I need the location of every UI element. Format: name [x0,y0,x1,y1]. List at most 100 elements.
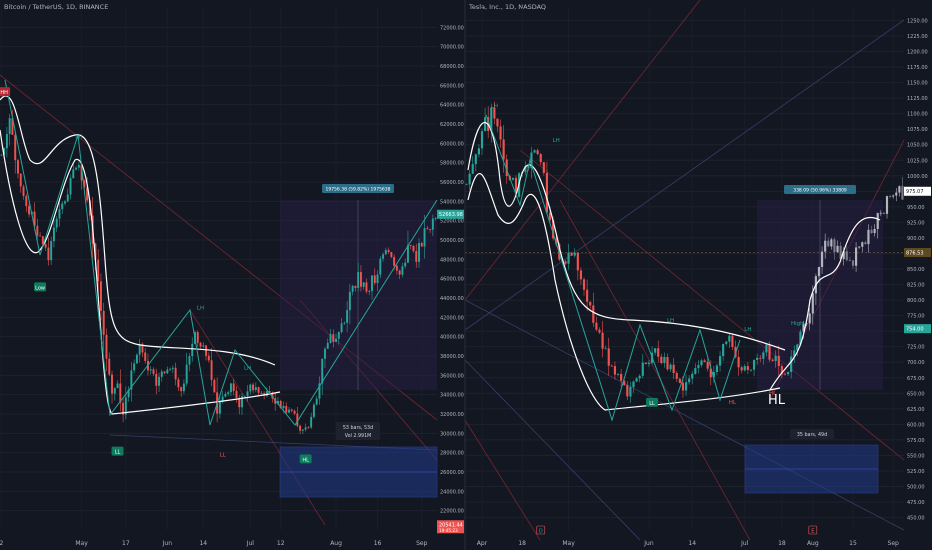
y-tick-label: 72000.00 [440,25,464,31]
candle [409,244,412,250]
candle-body [28,206,31,215]
candle-body [774,355,777,361]
candle [138,339,141,363]
candle-body [555,238,558,245]
candle-body [58,209,61,219]
candle-body [830,239,833,247]
candle [582,277,586,296]
candle-body [39,235,42,237]
x-tick-label: 17 [122,540,130,547]
pivot-badge-text: LL [115,450,121,456]
candle-body [616,373,620,375]
candle-body [817,266,821,277]
candle-body [601,332,604,349]
candle-body [180,387,183,392]
candle-body [52,227,55,242]
candle [530,147,533,179]
candle [728,332,731,348]
x-tick-label: 14 [199,540,207,547]
candle-body [827,240,830,247]
candle-body [254,387,257,391]
candle-body [756,357,759,360]
y-tick-label: 40000.00 [440,335,464,341]
candle [632,380,635,393]
candle [387,247,390,254]
y-tick-label: 50000.00 [440,238,464,244]
tsla-symbol-title: Tesla, Inc., 1D, NASDAQ [469,3,547,11]
x-tick-label: 18 [778,540,786,547]
candle-body [429,229,432,230]
candle-body [499,126,502,140]
x-tick-label: Aug [330,540,342,547]
y-tick-label: 56000.00 [440,180,464,186]
candle-body [152,369,155,374]
candle-body [282,405,285,409]
candle-body [404,262,407,267]
candle-body [188,356,191,365]
candle-body [133,363,136,371]
candle-body [598,329,601,333]
candle-body [706,362,709,369]
candle-body [86,187,89,201]
candle-body [882,212,885,214]
pivot-label: LH [197,306,204,312]
pivot-badge-text: Low [35,285,45,291]
candle [299,424,302,435]
candle [660,353,663,365]
candle [737,349,740,376]
candle [229,382,232,397]
candle [64,199,66,206]
y-tick-label: 550.00 [907,453,925,459]
candle-body [169,368,172,370]
candle [379,256,382,279]
candle-body [595,322,598,330]
candle-body [703,360,706,363]
y-tick-label: 66000.00 [440,83,464,89]
y-tick-label: 450.00 [907,516,925,522]
candle [641,354,644,379]
candle [573,248,576,258]
candle-body [542,162,545,173]
candle [576,252,579,281]
candle [171,365,174,374]
candle [845,245,848,262]
x-tick-label: Sep [416,540,428,547]
candle [246,385,249,402]
candle [395,264,398,275]
candle-body [260,392,263,394]
candle-body [573,252,576,256]
candle-body [288,409,290,413]
y-tick-label: 26000.00 [440,470,464,476]
candle [675,370,678,383]
candle-body [218,401,221,414]
candle [796,343,799,356]
candle [793,345,796,363]
candle-body [848,260,851,261]
pivot-badge-text: HL [302,457,309,463]
pivot-badge-bg [34,282,47,292]
candle [257,386,260,396]
x-tick-label: 2 [0,540,3,547]
candle [384,247,387,256]
candle-body [586,289,589,302]
y-tick-label: 1000.00 [907,174,928,180]
candle-body [138,343,141,355]
y-tick-label: 1250.00 [907,18,928,24]
candle-body [746,366,749,371]
candle [335,333,338,343]
candle-body [371,275,373,292]
candle-body [570,252,573,256]
candle-body [387,250,390,252]
ref-price-badge-bg [904,324,931,334]
y-tick-label: 42000.00 [440,315,464,321]
candle [22,184,25,200]
candle [672,357,675,379]
y-tick-label: 575.00 [907,438,925,444]
candle [288,406,290,414]
candle [715,363,719,376]
candle-body [657,348,660,357]
candle-body [127,389,130,398]
candle [827,237,830,247]
pivot-label: High [791,321,804,327]
